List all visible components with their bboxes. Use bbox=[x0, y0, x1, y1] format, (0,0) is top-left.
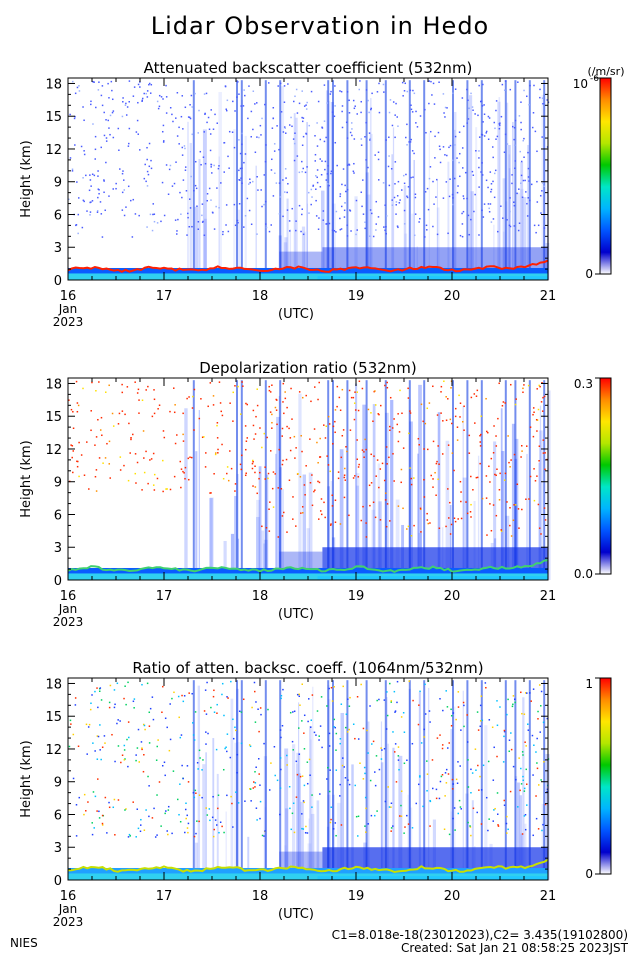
y-tick-label: 9 bbox=[54, 476, 62, 491]
x-year-label: 2023 bbox=[53, 315, 84, 329]
x-tick-label: 21 bbox=[540, 289, 557, 304]
x-tick-label: 20 bbox=[444, 889, 461, 904]
x-tick-label: 19 bbox=[348, 289, 365, 304]
chart-title: Ratio of atten. backsc. coeff. (1064nm/5… bbox=[132, 659, 483, 677]
y-tick-label: 15 bbox=[45, 410, 62, 425]
chart-title: Depolarization ratio (532nm) bbox=[199, 359, 417, 377]
colorbar-max-label: 10 bbox=[573, 77, 588, 91]
y-tick-label: 6 bbox=[54, 208, 62, 223]
boundary-layer-top bbox=[67, 259, 549, 273]
y-axis-label: Height (km) bbox=[19, 740, 34, 817]
y-tick-label: 3 bbox=[54, 241, 62, 256]
colorbar-min-label: 0 bbox=[585, 267, 593, 281]
page-title: Lidar Observation in Hedo bbox=[150, 12, 490, 40]
y-tick-label: 6 bbox=[54, 508, 62, 523]
x-axis-label: (UTC) bbox=[278, 607, 314, 622]
y-tick-label: 12 bbox=[45, 443, 62, 458]
colorbar bbox=[599, 377, 612, 575]
boundary-layer-top bbox=[67, 858, 549, 874]
heatmap-texture bbox=[67, 80, 550, 281]
x-tick-label: 20 bbox=[444, 589, 461, 604]
x-month-label: Jan bbox=[58, 602, 78, 616]
y-tick-label: 0 bbox=[54, 274, 62, 289]
x-tick-label: 17 bbox=[156, 289, 173, 304]
x-tick-label: 20 bbox=[444, 289, 461, 304]
y-tick-label: 18 bbox=[45, 377, 62, 392]
x-tick-label: 18 bbox=[252, 289, 269, 304]
x-tick-label: 17 bbox=[156, 889, 173, 904]
x-tick-label: 17 bbox=[156, 589, 173, 604]
y-tick-label: 3 bbox=[54, 841, 62, 856]
x-axis-label: (UTC) bbox=[278, 307, 314, 322]
colorbar bbox=[599, 677, 612, 875]
colorbar-min-label: 0.0 bbox=[574, 567, 593, 581]
heatmap-texture bbox=[67, 380, 551, 580]
chart-title: Attenuated backscatter coefficient (532n… bbox=[144, 59, 473, 77]
x-tick-label: 19 bbox=[348, 889, 365, 904]
y-tick-label: 15 bbox=[45, 710, 62, 725]
colorbar-max-exponent: -6 bbox=[590, 74, 599, 84]
y-tick-label: 15 bbox=[45, 110, 62, 125]
x-tick-label: 16 bbox=[60, 589, 77, 604]
y-tick-label: 18 bbox=[45, 677, 62, 692]
y-tick-label: 0 bbox=[54, 574, 62, 589]
colorbar-min-label: 0 bbox=[585, 867, 593, 881]
x-year-label: 2023 bbox=[53, 915, 84, 929]
x-axis-label: (UTC) bbox=[278, 907, 314, 922]
x-tick-label: 18 bbox=[252, 889, 269, 904]
x-tick-label: 21 bbox=[540, 589, 557, 604]
y-tick-label: 6 bbox=[54, 808, 62, 823]
y-tick-label: 18 bbox=[45, 77, 62, 92]
y-tick-label: 9 bbox=[54, 776, 62, 791]
x-tick-label: 19 bbox=[348, 589, 365, 604]
created-timestamp: Created: Sat Jan 21 08:58:25 2023JST bbox=[401, 941, 628, 955]
y-axis-label: Height (km) bbox=[19, 140, 34, 217]
x-year-label: 2023 bbox=[53, 615, 84, 629]
colorbar-max-label: 0.3 bbox=[574, 377, 593, 391]
y-tick-label: 0 bbox=[54, 874, 62, 889]
colorbar bbox=[599, 77, 612, 275]
x-month-label: Jan bbox=[58, 302, 78, 316]
x-tick-label: 16 bbox=[60, 289, 77, 304]
calibration-text: C1=8.018e-18(23012023),C2= 3.435(1910280… bbox=[331, 928, 628, 942]
y-tick-label: 3 bbox=[54, 541, 62, 556]
boundary-layer-top bbox=[67, 559, 549, 573]
x-tick-label: 18 bbox=[252, 589, 269, 604]
heatmap-texture bbox=[67, 680, 550, 880]
y-axis-label: Height (km) bbox=[19, 440, 34, 517]
x-month-label: Jan bbox=[58, 902, 78, 916]
y-tick-label: 12 bbox=[45, 743, 62, 758]
credit-label: NIES bbox=[10, 936, 38, 950]
y-tick-label: 9 bbox=[54, 176, 62, 191]
x-tick-label: 16 bbox=[60, 889, 77, 904]
colorbar-unit-label: (/m/sr) bbox=[588, 65, 625, 78]
colorbar-max-label: 1 bbox=[585, 677, 593, 691]
x-tick-label: 21 bbox=[540, 889, 557, 904]
y-tick-label: 12 bbox=[45, 143, 62, 158]
